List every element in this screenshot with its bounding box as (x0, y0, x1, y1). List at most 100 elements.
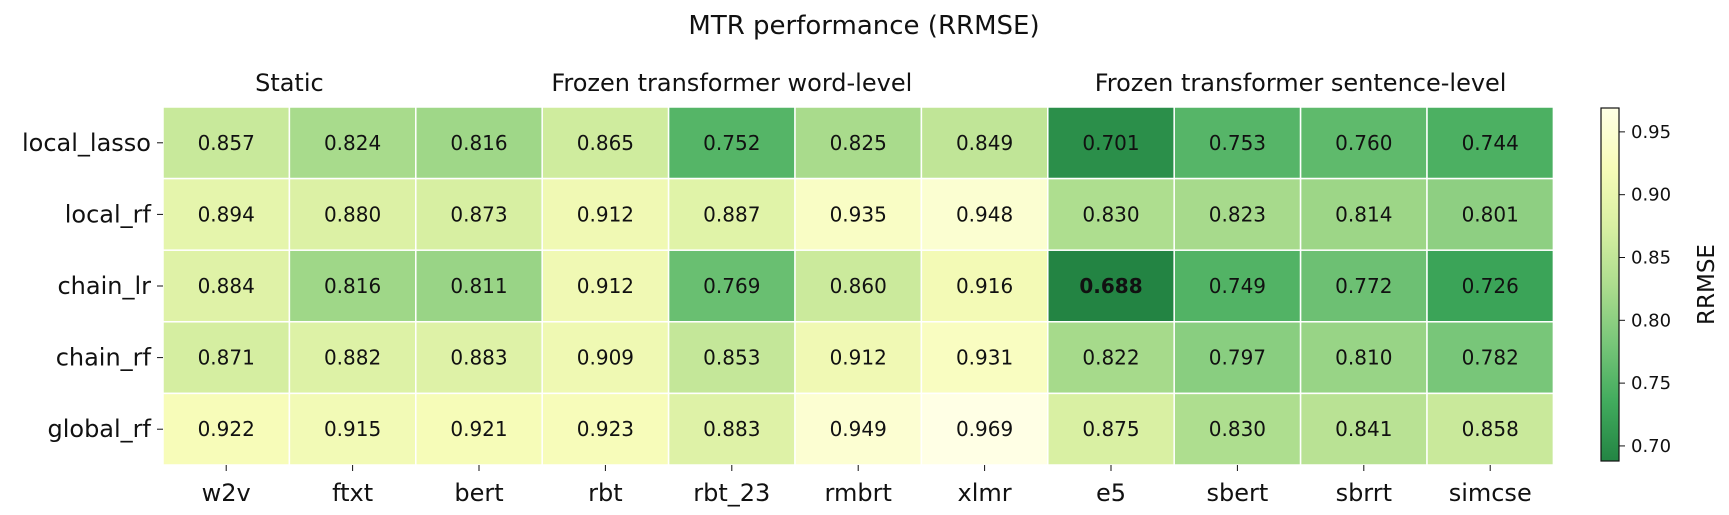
cell-value-label: 0.853 (703, 346, 760, 370)
x-tick-label: rmbrt (825, 479, 892, 507)
cell-value-label: 0.726 (1462, 274, 1519, 298)
heatmap-cell (1299, 106, 1428, 180)
heatmap-cell (920, 249, 1049, 323)
cell-value-label: 0.782 (1462, 346, 1519, 370)
column-group-label: Frozen transformer sentence-level (1095, 69, 1507, 97)
cell-value-label: 0.858 (1462, 417, 1519, 441)
cell-value-label: 0.801 (1462, 202, 1519, 226)
cell-value-label: 0.749 (1209, 274, 1266, 298)
heatmap-cell (794, 106, 923, 180)
heatmap-cell (162, 106, 291, 180)
cell-value-label: 0.921 (450, 417, 507, 441)
cell-value-label: 0.935 (830, 202, 887, 226)
heatmap-cell (794, 321, 923, 395)
cell-value-label: 0.830 (1209, 417, 1266, 441)
cell-value-label: 0.752 (703, 131, 760, 155)
colorbar-tick-label: 0.75 (1631, 373, 1671, 394)
x-tick-label: sbrrt (1336, 479, 1392, 507)
cell-value-label: 0.912 (577, 202, 634, 226)
heatmap-cell (920, 177, 1049, 251)
heatmap-cell (1173, 249, 1302, 323)
heatmap-cell (794, 392, 923, 466)
heatmap-cell (162, 249, 291, 323)
cell-value-label: 0.797 (1209, 346, 1266, 370)
heatmap-cell (162, 177, 291, 251)
cell-value-label: 0.857 (198, 131, 255, 155)
cell-value-label: 0.816 (324, 274, 381, 298)
cell-value-label: 0.915 (324, 417, 381, 441)
heatmap-cell (415, 249, 543, 323)
cell-value-label: 0.772 (1335, 274, 1392, 298)
cell-value-label: 0.810 (1335, 346, 1392, 370)
cell-value-label: 0.949 (830, 417, 887, 441)
cell-value-label: 0.822 (1082, 346, 1139, 370)
y-tick-label: chain_rf (56, 344, 152, 372)
cell-value-label: 0.841 (1335, 417, 1392, 441)
cell-value-label: 0.880 (324, 202, 381, 226)
colorbar-tick-label: 0.95 (1631, 122, 1671, 143)
cell-value-label: 0.860 (830, 274, 887, 298)
heatmap-cell (288, 106, 417, 180)
heatmap-cell (415, 321, 543, 395)
heatmap-cell (794, 177, 923, 251)
heatmap-cell (667, 249, 796, 323)
cell-value-label: 0.883 (703, 417, 760, 441)
heatmap-cell (1426, 392, 1555, 466)
heatmap-cell (541, 392, 670, 466)
heatmap-cell (1299, 392, 1428, 466)
heatmap-cell (1173, 321, 1302, 395)
heatmap-cell (162, 392, 291, 466)
y-tick-label: local_lasso (22, 129, 151, 157)
cell-value-label: 0.912 (830, 346, 887, 370)
x-tick-label: xlmr (958, 479, 1012, 507)
cell-value-label: 0.865 (577, 131, 634, 155)
x-tick-label: simcse (1449, 479, 1532, 507)
cell-value-label: 0.811 (450, 274, 507, 298)
cell-value-label: 0.816 (450, 131, 507, 155)
cell-value-label: 0.912 (577, 274, 634, 298)
cell-value-label: 0.849 (956, 131, 1013, 155)
cell-value-label: 0.923 (577, 417, 634, 441)
heatmap-cell (667, 177, 796, 251)
heatmap-cell (1299, 321, 1428, 395)
colorbar-label: RRMSE (1694, 244, 1720, 325)
cell-value-label: 0.894 (198, 202, 255, 226)
cell-value-label: 0.871 (198, 346, 255, 370)
cell-value-label: 0.922 (198, 417, 255, 441)
heatmap-cell (541, 321, 670, 395)
colorbar (1600, 107, 1620, 462)
cell-value-label: 0.744 (1462, 131, 1519, 155)
cell-value-label: 0.884 (198, 274, 255, 298)
x-tick-label: e5 (1096, 479, 1126, 507)
heatmap-cell (415, 177, 543, 251)
heatmap-cell (415, 392, 543, 466)
colorbar-tick-label: 0.90 (1631, 185, 1671, 206)
y-tick-label: local_rf (65, 200, 152, 228)
cell-value-label: 0.823 (1209, 202, 1266, 226)
cell-value-label: 0.887 (703, 202, 760, 226)
column-group-label: Frozen transformer word-level (551, 69, 912, 97)
cell-value-label: 0.883 (450, 346, 507, 370)
y-tick-label: chain_lr (57, 272, 151, 300)
heatmap-cell (1426, 321, 1555, 395)
cell-value-label: 0.760 (1335, 131, 1392, 155)
y-tick-label: global_rf (47, 415, 151, 443)
colorbar-tick-label: 0.70 (1631, 436, 1671, 457)
heatmap-cell (1173, 392, 1302, 466)
heatmap-cell (288, 392, 417, 466)
heatmap-cell (794, 249, 923, 323)
cell-value-label: 0.830 (1082, 202, 1139, 226)
cell-value-label: 0.948 (956, 202, 1013, 226)
cell-value-label: 0.688 (1079, 274, 1142, 298)
x-tick-label: rbt (588, 479, 623, 507)
colorbar-tick-label: 0.85 (1631, 247, 1671, 268)
x-tick-label: w2v (202, 479, 251, 507)
heatmap-cell (1047, 177, 1175, 251)
x-tick-label: bert (454, 479, 503, 507)
heatmap-cell (1426, 249, 1555, 323)
heatmap-cell (667, 392, 796, 466)
cell-value-label: 0.753 (1209, 131, 1266, 155)
cell-value-label: 0.882 (324, 346, 381, 370)
cell-value-label: 0.916 (956, 274, 1013, 298)
